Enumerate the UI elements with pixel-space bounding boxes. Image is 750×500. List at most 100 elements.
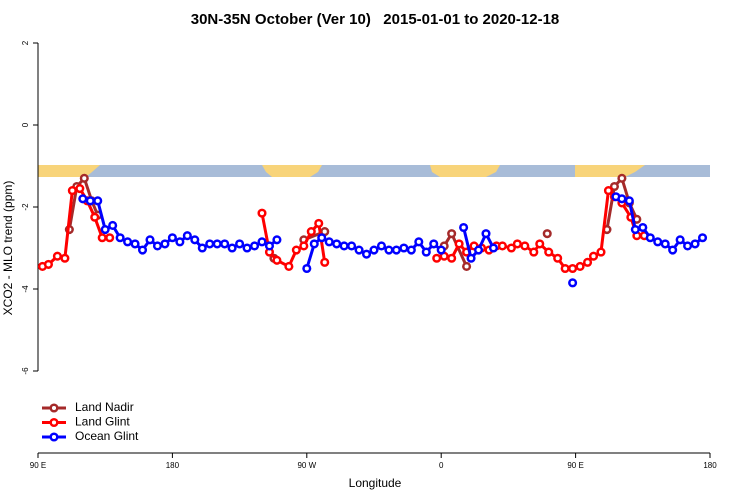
point [190, 235, 200, 245]
point [105, 233, 115, 243]
point [544, 247, 554, 257]
point [115, 233, 125, 243]
point [160, 239, 170, 249]
point [638, 222, 648, 233]
point [609, 181, 619, 192]
point [406, 245, 416, 255]
point [249, 241, 260, 251]
point [137, 245, 148, 255]
point [645, 233, 655, 243]
point [630, 225, 640, 235]
point [235, 239, 245, 249]
y-tick-label: -4 [21, 285, 30, 293]
point [391, 245, 401, 255]
point [302, 263, 312, 274]
land-ocean-strip [38, 165, 710, 177]
point [542, 229, 552, 239]
point [145, 235, 155, 245]
point [43, 259, 54, 269]
point [264, 241, 275, 251]
point [130, 239, 140, 249]
point [108, 220, 118, 230]
x-tick-label: 180 [166, 461, 180, 470]
point [436, 245, 446, 255]
point [78, 194, 88, 204]
point [466, 253, 476, 263]
point [568, 278, 578, 288]
point [459, 222, 469, 233]
point [617, 194, 627, 204]
point [384, 245, 394, 255]
point [582, 257, 593, 267]
point [575, 261, 585, 272]
point [447, 253, 457, 263]
point [317, 233, 327, 243]
point [339, 241, 349, 251]
point [167, 233, 177, 243]
point [560, 263, 570, 274]
x-tick-label: 90 E [567, 461, 583, 470]
point [123, 237, 133, 247]
legend-label: Land Nadir [75, 400, 134, 414]
point [272, 255, 282, 265]
point [488, 243, 499, 253]
x-axis-label: Longitude [349, 476, 402, 490]
y-tick-label: 2 [21, 40, 30, 45]
point [361, 249, 372, 259]
point [220, 239, 230, 249]
y-tick-label: 0 [21, 122, 30, 127]
y-axis-label: XCO2 - MLO trend (ppm) [1, 181, 15, 316]
point [90, 212, 100, 222]
point [306, 227, 316, 237]
point [520, 241, 530, 251]
point [182, 231, 192, 241]
point [212, 239, 222, 249]
legend-marker [49, 432, 59, 442]
point [535, 239, 545, 249]
point [67, 186, 77, 196]
point [653, 237, 663, 247]
point [320, 257, 330, 267]
point [97, 233, 107, 243]
point [347, 241, 357, 251]
point [376, 241, 387, 251]
point [603, 186, 614, 196]
x-tick-label: 90 W [297, 461, 316, 470]
point [683, 241, 693, 251]
point [100, 225, 110, 235]
point [432, 253, 442, 263]
point [596, 247, 606, 257]
point [421, 247, 431, 257]
point [675, 235, 685, 245]
point [227, 243, 237, 253]
point [242, 243, 252, 253]
point [85, 196, 95, 206]
point [272, 235, 282, 245]
point [197, 243, 207, 253]
point [52, 251, 62, 261]
point [588, 251, 599, 261]
legend-marker [49, 403, 59, 413]
point [660, 239, 670, 249]
legend-marker [49, 417, 59, 428]
point [284, 261, 294, 272]
point [257, 237, 267, 247]
x-tick-label: 90 E [30, 461, 46, 470]
point [553, 253, 563, 263]
point [668, 245, 678, 255]
point [354, 245, 364, 255]
point [314, 218, 324, 228]
y-tick-label: -6 [21, 367, 30, 375]
legend-label: Land Glint [75, 415, 130, 429]
point [414, 237, 424, 247]
point [690, 239, 700, 249]
point [462, 261, 472, 272]
point [497, 241, 507, 251]
legend-label: Ocean Glint [75, 429, 139, 443]
point [332, 239, 342, 249]
point [697, 233, 708, 243]
point [369, 245, 379, 255]
point [152, 241, 163, 251]
point [617, 173, 627, 183]
